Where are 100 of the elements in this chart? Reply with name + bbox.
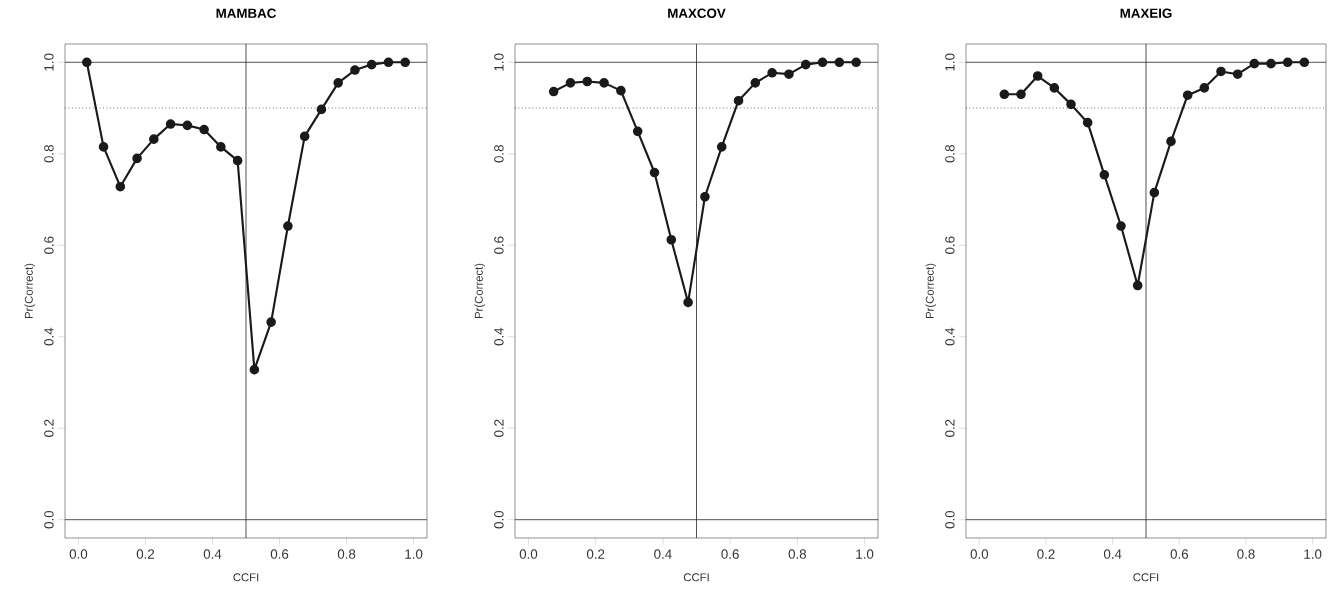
point <box>750 78 761 88</box>
chart-title: MAXCOV <box>668 8 726 18</box>
point <box>817 57 828 68</box>
point <box>132 153 142 164</box>
point <box>333 78 343 88</box>
x-tick-label: 1.0 <box>856 549 874 559</box>
point <box>82 57 92 68</box>
point <box>649 167 660 178</box>
y-axis-title: Pr(Correct) <box>925 263 937 319</box>
y-tick-label: 0.2 <box>945 419 955 437</box>
y-axis-title: Pr(Correct) <box>474 263 486 319</box>
chart-title: MAMBAC <box>216 8 276 18</box>
x-tick-label: 0.0 <box>970 549 989 559</box>
x-tick-label: 0.4 <box>1103 549 1122 559</box>
x-tick-label: 0.6 <box>721 549 739 559</box>
point <box>1166 136 1176 147</box>
point <box>1016 89 1026 100</box>
y-tick-label: 1.0 <box>494 53 504 71</box>
y-tick-label: 0.0 <box>44 510 54 529</box>
x-tick-label: 0.0 <box>519 549 538 559</box>
point <box>383 57 394 68</box>
point <box>1182 90 1193 101</box>
y-tick-label: 1.0 <box>945 53 955 71</box>
point <box>1249 58 1260 69</box>
point <box>199 124 209 135</box>
point <box>683 297 693 308</box>
point <box>232 155 243 166</box>
y-axis-title: Pr(Correct) <box>24 263 36 319</box>
point <box>1232 69 1243 79</box>
x-tick-label: 0.8 <box>337 549 356 559</box>
point <box>548 86 559 97</box>
point <box>98 142 109 152</box>
point <box>834 57 845 68</box>
point <box>299 131 310 142</box>
point <box>1149 187 1160 198</box>
point <box>1049 83 1060 93</box>
x-tick-label: 0.2 <box>586 549 605 559</box>
point <box>1066 99 1076 110</box>
point <box>784 69 794 79</box>
point <box>599 78 609 88</box>
y-tick-label: 0.2 <box>494 419 504 437</box>
point <box>565 78 576 88</box>
point <box>800 59 811 70</box>
y-tick-label: 1.0 <box>44 53 54 71</box>
point <box>767 68 777 78</box>
point <box>115 181 126 192</box>
point <box>1116 221 1126 231</box>
y-tick-label: 0.8 <box>945 145 955 163</box>
point <box>632 126 643 137</box>
point <box>1299 57 1310 68</box>
point <box>283 221 293 231</box>
x-tick-label: 0.4 <box>654 549 672 559</box>
y-tick-label: 0.6 <box>44 236 54 254</box>
x-tick-label: 0.2 <box>136 549 155 559</box>
y-tick-label: 0.8 <box>494 145 504 163</box>
x-axis-title: CCFI <box>683 573 709 582</box>
y-tick-label: 0.6 <box>494 236 504 254</box>
x-tick-label: 0.8 <box>788 549 807 559</box>
x-tick-label: 0.8 <box>1237 549 1255 559</box>
point <box>733 95 744 106</box>
y-tick-label: 0.4 <box>44 327 54 346</box>
point <box>165 119 176 129</box>
point <box>266 317 276 327</box>
y-tick-label: 0.4 <box>945 327 955 346</box>
x-tick-label: 1.0 <box>405 549 423 559</box>
point <box>400 57 411 68</box>
y-tick-label: 0.0 <box>945 510 955 529</box>
y-tick-label: 0.2 <box>44 419 54 437</box>
x-tick-label: 1.0 <box>1304 549 1322 559</box>
point <box>1199 83 1210 93</box>
point <box>216 142 226 152</box>
point <box>666 234 677 245</box>
chart-title: MAXEIG <box>1120 8 1172 18</box>
y-tick-label: 0.8 <box>44 145 54 163</box>
point <box>700 191 710 202</box>
point <box>1132 280 1143 291</box>
point <box>149 134 159 144</box>
point <box>582 76 593 87</box>
point <box>1266 58 1276 69</box>
point <box>249 364 260 375</box>
point <box>1082 117 1093 128</box>
y-tick-label: 0.0 <box>494 510 504 529</box>
point <box>182 120 193 131</box>
x-tick-label: 0.4 <box>203 549 222 559</box>
y-tick-label: 0.4 <box>494 327 504 346</box>
x-tick-label: 0.6 <box>1170 549 1189 559</box>
x-axis-title: CCFI <box>233 573 259 582</box>
y-tick-label: 0.6 <box>945 236 955 254</box>
point <box>1216 66 1226 77</box>
point <box>1032 71 1043 81</box>
point <box>851 57 861 68</box>
point <box>716 142 727 152</box>
point <box>316 104 327 115</box>
x-tick-label: 0.2 <box>1037 549 1055 559</box>
point <box>1282 57 1293 68</box>
x-tick-label: 0.0 <box>69 549 88 559</box>
point <box>366 59 377 70</box>
point <box>1099 170 1110 180</box>
x-tick-label: 0.6 <box>270 549 289 559</box>
point <box>999 89 1010 100</box>
